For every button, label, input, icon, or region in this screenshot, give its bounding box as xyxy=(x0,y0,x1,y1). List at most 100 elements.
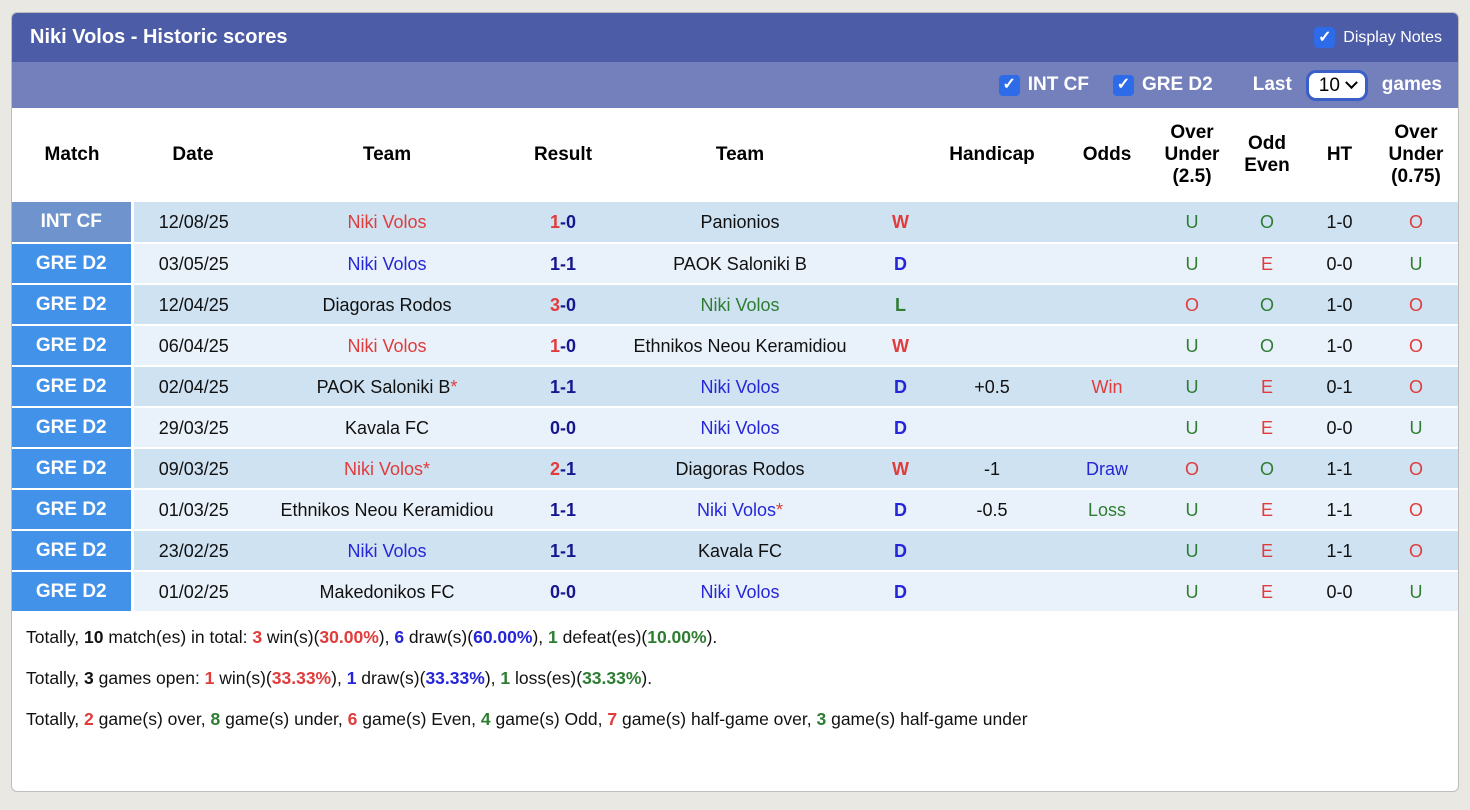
summary-text: 33.33% xyxy=(582,668,642,688)
summary-text: 3 xyxy=(84,668,94,688)
summary-text: ), xyxy=(331,668,347,688)
league-cell: GRE D2 xyxy=(12,407,134,449)
odds-cell xyxy=(1057,325,1157,367)
filter-gre-d2-label: GRE D2 xyxy=(1141,74,1213,95)
summary-text: game(s) over, xyxy=(93,709,211,729)
score-separator: - xyxy=(560,212,566,232)
league-cell: GRE D2 xyxy=(12,366,134,408)
home-score: 3 xyxy=(549,294,560,315)
over-under-2-5-cell: U xyxy=(1157,407,1227,449)
away-team-cell: Niki Volos* xyxy=(606,489,874,531)
summary-text: ), xyxy=(378,627,395,647)
table-row: GRE D2 01/03/25 Ethnikos Neou Keramidiou 1-… xyxy=(12,489,1458,531)
away-team-cell: PAOK Saloniki B xyxy=(606,243,874,285)
odd-even-cell: E xyxy=(1227,489,1307,531)
checkbox-checked-icon[interactable]: ✓ xyxy=(1112,74,1134,96)
summary-text: 60.00% xyxy=(473,627,533,647)
away-score: 1 xyxy=(566,376,577,397)
checkbox-checked-icon[interactable]: ✓ xyxy=(998,74,1020,96)
summary-text: 33.33% xyxy=(271,668,332,688)
handicap-cell xyxy=(927,243,1057,285)
summary-section: Totally, 10 match(es) in total: 3 win(s)… xyxy=(12,613,1458,740)
home-team-cell: Ethnikos Neou Keramidiou xyxy=(254,489,520,531)
score-separator: - xyxy=(560,458,566,479)
score-cell: 2-1 xyxy=(520,448,606,490)
highlight-star: * xyxy=(423,458,431,479)
summary-text: 3 xyxy=(816,709,827,729)
over-under-0-75-cell: U xyxy=(1372,243,1458,285)
home-score: 1 xyxy=(549,376,560,397)
date-cell: 12/08/25 xyxy=(132,202,254,244)
column-header-odd: Odd Even xyxy=(1227,108,1307,202)
score-cell: 1-0 xyxy=(520,202,606,244)
score-separator: - xyxy=(560,294,566,315)
date-cell: 01/02/25 xyxy=(132,571,254,613)
odd-even-cell: E xyxy=(1227,571,1307,613)
summary-text: Totally, xyxy=(26,627,85,647)
wdl-cell: D xyxy=(874,243,927,285)
home-team-cell: Diagoras Rodos xyxy=(254,284,520,326)
score-cell: 1-0 xyxy=(520,325,606,367)
summary-text: 1 xyxy=(346,668,357,688)
summary-text: game(s) half-game under xyxy=(826,709,1028,729)
away-team-cell: Kavala FC xyxy=(606,530,874,572)
odds-cell xyxy=(1057,202,1157,244)
column-header-team: Team xyxy=(254,108,520,202)
summary-text: win(s)( xyxy=(214,668,272,688)
last-label: Last xyxy=(1252,74,1292,95)
summary-text: 1 xyxy=(548,627,558,647)
date-cell: 12/04/25 xyxy=(132,284,254,326)
table-row: GRE D2 23/02/25 Niki Volos 1-1 Kavala FC D U E 1… xyxy=(12,530,1458,572)
ht-cell: 1-0 xyxy=(1307,202,1372,244)
wdl-cell: D xyxy=(874,530,927,572)
away-score: 1 xyxy=(566,253,577,274)
summary-text: Totally, xyxy=(26,668,85,688)
score-separator: - xyxy=(560,253,566,274)
display-notes-toggle[interactable]: ✓ Display Notes xyxy=(1314,27,1442,48)
summary-text: 4 xyxy=(480,709,491,729)
score-cell: 0-0 xyxy=(520,407,606,449)
over-under-2-5-cell: U xyxy=(1157,489,1227,531)
ht-cell: 0-0 xyxy=(1307,243,1372,285)
table-row: GRE D2 01/02/25 Makedonikos FC 0-0 Niki Volo… xyxy=(12,571,1458,613)
date-cell: 09/03/25 xyxy=(132,448,254,490)
over-under-0-75-cell: O xyxy=(1372,202,1458,244)
date-cell: 29/03/25 xyxy=(132,407,254,449)
handicap-cell xyxy=(927,284,1057,326)
table-row: GRE D2 06/04/25 Niki Volos 1-0 Ethnikos Neou… xyxy=(12,325,1458,367)
games-count-select[interactable]: 10 xyxy=(1318,74,1347,96)
score-separator: - xyxy=(560,499,566,520)
checkbox-checked-icon[interactable]: ✓ xyxy=(1314,27,1336,48)
odds-cell: Draw xyxy=(1057,448,1157,490)
wdl-cell: D xyxy=(874,489,927,531)
date-cell: 02/04/25 xyxy=(132,366,254,408)
over-under-2-5-cell: U xyxy=(1157,202,1227,244)
odd-even-cell: O xyxy=(1227,325,1307,367)
filter-gre-d2[interactable]: ✓ GRE D2 xyxy=(1112,74,1213,96)
odd-even-cell: E xyxy=(1227,530,1307,572)
handicap-cell xyxy=(927,571,1057,613)
odds-cell xyxy=(1057,284,1157,326)
odds-cell: Win xyxy=(1057,366,1157,408)
column-header-handicap: Handicap xyxy=(927,108,1057,202)
table-row: GRE D2 29/03/25 Kavala FC 0-0 Niki Volos D U E 0… xyxy=(12,407,1458,449)
table-header-row: Match Date Team Result Team Handicap Odds Over … xyxy=(12,108,1458,202)
filter-int-cf[interactable]: ✓ INT CF xyxy=(998,74,1089,96)
score-separator: - xyxy=(560,417,566,438)
summary-text: 1 xyxy=(204,668,215,688)
column-header-result: Result xyxy=(520,108,606,202)
chevron-down-icon xyxy=(1344,75,1358,89)
games-count-select-wrap[interactable]: 10 xyxy=(1305,69,1368,101)
odd-even-cell: E xyxy=(1227,243,1307,285)
over-under-2-5-cell: U xyxy=(1157,530,1227,572)
summary-text: 33.33% xyxy=(425,668,485,688)
over-under-2-5-cell: U xyxy=(1157,366,1227,408)
odds-cell xyxy=(1057,243,1157,285)
league-cell: GRE D2 xyxy=(12,325,134,367)
league-cell: GRE D2 xyxy=(12,571,134,613)
over-under-0-75-cell: U xyxy=(1372,407,1458,449)
summary-text: 30.00% xyxy=(319,627,379,647)
summary-text: 3 xyxy=(252,627,263,647)
league-cell: INT CF xyxy=(12,202,134,244)
column-header-over: Over Under (2.5) xyxy=(1157,108,1227,202)
